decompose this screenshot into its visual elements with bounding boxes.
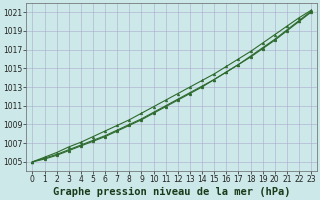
X-axis label: Graphe pression niveau de la mer (hPa): Graphe pression niveau de la mer (hPa) [53,187,291,197]
